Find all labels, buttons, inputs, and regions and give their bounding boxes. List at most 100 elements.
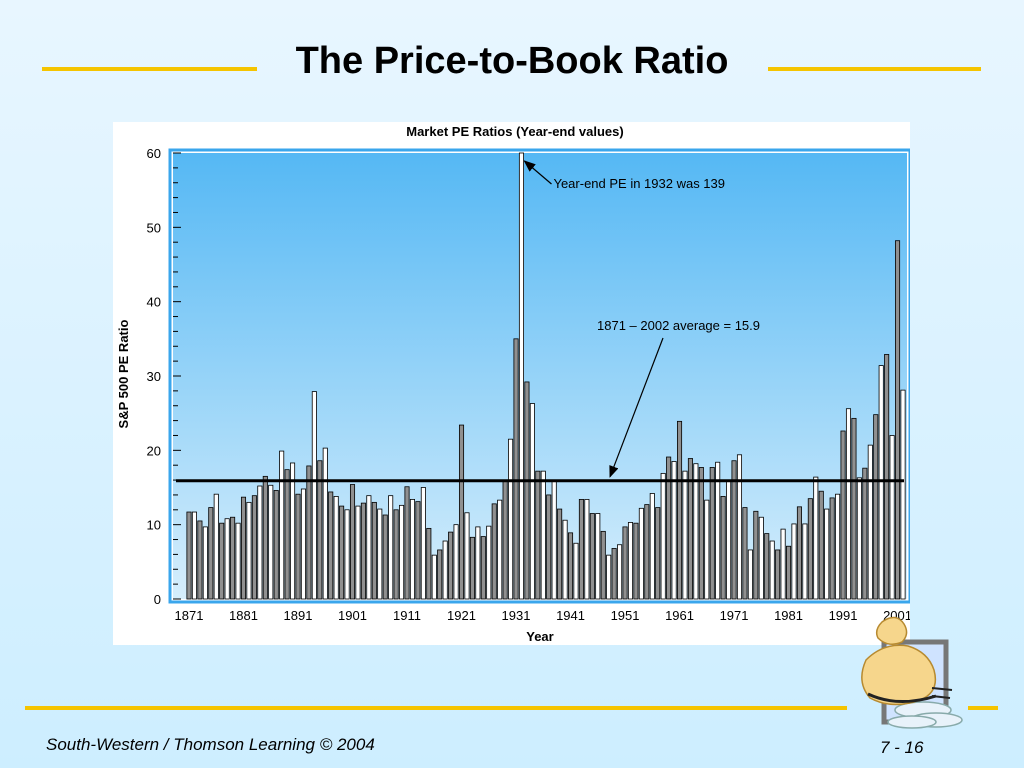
bar-1991 [840, 430, 846, 600]
annotation-arrow-1932 [523, 160, 552, 185]
bar-1975 [753, 510, 759, 600]
bar-1901 [349, 484, 356, 600]
y-tick-label: 30 [147, 369, 161, 384]
x-tick-label: 1951 [611, 608, 640, 623]
bar-1979 [775, 549, 781, 600]
x-tick-labels: 1871 1881 1891 1901 1911 1921 1931 1941 1951 1961… [175, 608, 912, 623]
bar-1990 [835, 493, 841, 600]
y-axis-label: S&P 500 PE Ratio [116, 320, 131, 429]
bar-1872 [191, 511, 197, 600]
bar-1970 [726, 479, 732, 600]
slide-number: 7 - 16 [880, 738, 924, 757]
bar-1937 [546, 494, 552, 600]
bar-1900 [344, 509, 350, 600]
bar-1895 [317, 460, 323, 600]
bar-1908 [388, 495, 394, 600]
bar-1928 [497, 499, 503, 600]
bar-1972 [736, 454, 743, 600]
annotation-arrow-average [609, 337, 664, 478]
bar-1945 [589, 513, 595, 600]
x-tick-label: 1941 [556, 608, 585, 623]
bar-1932 [518, 152, 524, 600]
bar-1948 [606, 554, 612, 600]
footer-rule [25, 706, 847, 710]
bar-1943 [578, 498, 584, 600]
bar-1880 [235, 522, 241, 600]
x-tick-label: 1871 [175, 608, 204, 623]
bar-1878 [224, 518, 230, 600]
bar-1940 [562, 519, 568, 600]
y-tick-label: 50 [147, 220, 161, 235]
pe-ratio-chart: Market PE Ratios (Year-end values) 0 10 20… [113, 122, 912, 645]
bar-1950 [617, 544, 623, 600]
bar-1913 [415, 501, 421, 600]
bar-1997 [873, 414, 879, 600]
y-tick-label: 0 [154, 592, 161, 607]
bar-1918 [442, 540, 448, 600]
bar-1885 [262, 475, 268, 600]
bar-1982 [791, 523, 797, 600]
bar-1941 [568, 532, 574, 600]
bar-1875 [208, 507, 214, 600]
bar-1888 [279, 450, 285, 600]
bar-1968 [715, 461, 721, 600]
bar-1942 [573, 542, 579, 600]
bar-1965 [698, 467, 704, 600]
bar-1935 [535, 470, 541, 600]
bar-1915 [426, 527, 432, 600]
bar-1936 [540, 470, 546, 600]
bar-1926 [486, 525, 492, 600]
money-bag-clipart-icon [861, 616, 963, 729]
bar-1986 [813, 476, 819, 600]
x-tick-label: 1901 [338, 608, 367, 623]
bar-1924 [475, 526, 481, 600]
bar-1966 [704, 499, 710, 600]
x-axis-label: Year [526, 629, 553, 644]
footer-rule-right [968, 706, 998, 710]
x-tick-label: 1991 [829, 608, 858, 623]
bar-1961 [677, 420, 683, 600]
x-tick-label: 1921 [447, 608, 476, 623]
bar-1951 [622, 526, 628, 600]
bar-1964 [693, 463, 699, 600]
bar-1947 [600, 530, 606, 600]
bar-1916 [431, 554, 437, 600]
y-tick-labels: 0 10 20 30 40 50 60 [147, 146, 161, 607]
bar-1959 [666, 456, 672, 600]
bar-1971 [731, 460, 737, 600]
bar-1977 [764, 533, 770, 600]
bar-1911 [404, 486, 410, 600]
bar-1985 [807, 498, 813, 600]
bar-1967 [709, 467, 715, 600]
bar-1978 [769, 540, 775, 600]
bar-1992 [845, 408, 852, 600]
bar-1962 [682, 470, 688, 600]
y-minor-ticks [173, 152, 181, 600]
bar-1889 [284, 469, 290, 600]
bar-1939 [557, 508, 563, 600]
bar-1954 [638, 507, 644, 600]
bar-1894 [311, 391, 317, 600]
bar-1993 [851, 417, 857, 600]
y-tick-label: 40 [147, 295, 161, 310]
x-tick-label: 1881 [229, 608, 258, 623]
bar-1957 [655, 507, 661, 600]
x-tick-label: 1961 [665, 608, 694, 623]
bar-1920 [453, 524, 459, 600]
bar-1925 [480, 536, 486, 600]
bar-1914 [420, 487, 426, 600]
bar-1882 [246, 501, 252, 600]
bar-1898 [333, 496, 339, 600]
y-tick-label: 60 [147, 146, 161, 161]
bar-1887 [273, 490, 279, 600]
bar-1969 [720, 496, 726, 600]
bar-1881 [240, 496, 247, 600]
bar-1934 [529, 403, 535, 600]
bar-1873 [197, 520, 203, 600]
bar-1984 [802, 523, 808, 600]
bar-1952 [627, 522, 634, 600]
bar-1877 [219, 522, 225, 600]
bar-1929 [502, 480, 508, 600]
bar-1996 [867, 444, 873, 600]
bar-1983 [796, 506, 802, 600]
